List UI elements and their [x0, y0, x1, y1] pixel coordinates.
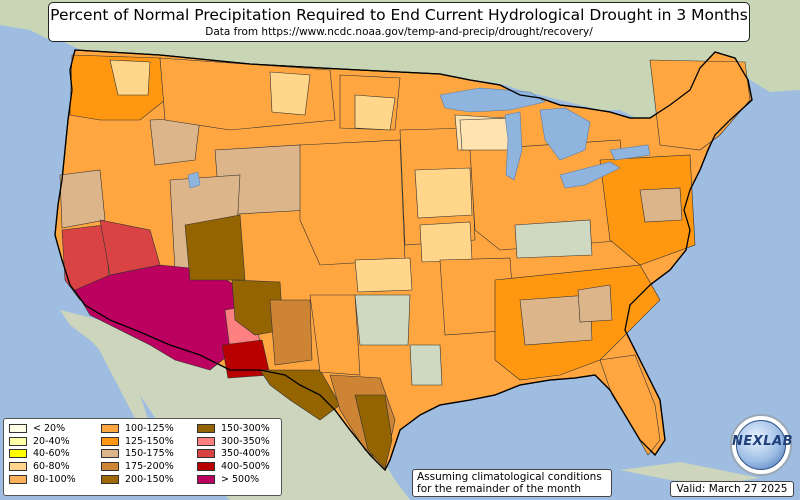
- legend-label: 200-150%: [125, 474, 174, 486]
- legend-item: 150-175%: [101, 448, 174, 461]
- region-nm-east: [269, 299, 313, 366]
- great-lakes: [439, 87, 651, 189]
- globe-icon: [736, 420, 786, 470]
- region-ok-pale: [354, 294, 411, 346]
- region-tx-central: [309, 294, 361, 376]
- legend-item: 200-150%: [101, 473, 174, 486]
- region-nd-east: [269, 71, 311, 116]
- nexlab-logo: NEXLAB: [730, 414, 794, 476]
- region-ga-tan: [577, 284, 613, 323]
- mexico-land: [60, 310, 410, 500]
- legend-swatch: [197, 423, 215, 433]
- region-iowa-pale: [414, 167, 473, 219]
- region-nm-brown: [231, 279, 284, 336]
- legend-swatch: [101, 475, 119, 485]
- legend-column-3: 150-300% 300-350% 350-400% 400-500% > 50…: [197, 422, 270, 486]
- legend-label: 150-175%: [125, 448, 174, 460]
- legend-label: 175-200%: [125, 461, 174, 473]
- legend-item: 125-150%: [101, 435, 174, 448]
- legend-swatch: [197, 436, 215, 446]
- usa-outline: [54, 49, 753, 472]
- legend-label: > 500%: [221, 474, 260, 486]
- legend-label: 40-60%: [33, 448, 70, 460]
- lake-michigan: [504, 111, 523, 181]
- logo-text: NEXLAB: [732, 434, 794, 449]
- legend-item: 300-350%: [197, 435, 270, 448]
- great-salt-lake: [187, 171, 201, 189]
- legend-swatch: [9, 475, 27, 485]
- legend-item: < 20%: [9, 422, 76, 435]
- legend-label: 150-300%: [221, 422, 270, 434]
- legend-item: 40-60%: [9, 448, 76, 461]
- region-sd-pale: [354, 94, 396, 131]
- legend-column-1: < 20% 20-40% 40-60% 60-80% 80-100%: [9, 422, 76, 486]
- legend-column-2: 100-125% 125-150% 150-175% 175-200% 200-…: [101, 422, 174, 486]
- legend-item: 150-300%: [197, 422, 270, 435]
- map-title: Percent of Normal Precipitation Required…: [50, 6, 748, 24]
- region-ar-pale: [409, 344, 443, 386]
- region-plains: [299, 139, 406, 266]
- region-florida: [599, 354, 661, 456]
- legend-swatch: [197, 462, 215, 472]
- note-line-2: for the remainder of the month: [417, 483, 582, 495]
- legend-item: 400-500%: [197, 460, 270, 473]
- lake-huron: [539, 107, 591, 161]
- legend: < 20% 20-40% 40-60% 60-80% 80-100% 100-1…: [3, 418, 282, 496]
- legend-label: 125-150%: [125, 435, 174, 447]
- legend-swatch: [197, 475, 215, 485]
- legend-swatch: [9, 423, 27, 433]
- legend-swatch: [9, 436, 27, 446]
- legend-swatch: [101, 423, 119, 433]
- legend-swatch: [9, 462, 27, 472]
- region-west-tan: [59, 169, 106, 229]
- note-line-1: Assuming climatological conditions: [417, 471, 602, 483]
- region-wa-east: [109, 59, 151, 96]
- legend-item: > 500%: [197, 473, 270, 486]
- legend-label: 350-400%: [221, 448, 270, 460]
- region-missouri-pale: [419, 221, 473, 263]
- legend-label: 80-100%: [33, 474, 76, 486]
- legend-item: 20-40%: [9, 435, 76, 448]
- baja-land: [92, 325, 150, 428]
- legend-item: 100-125%: [101, 422, 174, 435]
- region-alabama-tan: [519, 294, 593, 346]
- region-deep-south-tx: [354, 394, 393, 469]
- legend-label: < 20%: [33, 422, 66, 434]
- region-ky-pale: [514, 219, 593, 259]
- legend-label: 300-350%: [221, 435, 270, 447]
- region-ne-pale: [459, 117, 511, 151]
- legend-item: 175-200%: [101, 460, 174, 473]
- map-subtitle: Data from https://www.ncdc.noaa.gov/temp…: [205, 26, 593, 38]
- legend-swatch: [101, 449, 119, 459]
- region-va-tan: [639, 187, 683, 223]
- legend-label: 60-80%: [33, 461, 70, 473]
- lake-ontario: [609, 144, 651, 161]
- region-southwest-high: [74, 264, 236, 371]
- legend-swatch: [101, 462, 119, 472]
- legend-swatch: [197, 449, 215, 459]
- legend-label: 100-125%: [125, 422, 174, 434]
- region-central-oregon: [149, 117, 201, 166]
- title-box: Percent of Normal Precipitation Required…: [48, 2, 750, 42]
- legend-swatch: [9, 449, 27, 459]
- valid-date: Valid: March 27 2025: [670, 481, 794, 497]
- legend-item: 60-80%: [9, 460, 76, 473]
- legend-item: 80-100%: [9, 473, 76, 486]
- region-new-england: [649, 59, 751, 151]
- region-mt: [159, 57, 336, 131]
- lake-erie: [559, 161, 621, 189]
- region-four-corners: [184, 214, 246, 281]
- region-ks-pale: [354, 257, 413, 293]
- legend-swatch: [101, 436, 119, 446]
- assumption-note: Assuming climatological conditions for t…: [412, 469, 612, 497]
- caribbean-land: [620, 462, 760, 484]
- legend-label: 20-40%: [33, 435, 70, 447]
- legend-label: 400-500%: [221, 461, 270, 473]
- legend-item: 350-400%: [197, 448, 270, 461]
